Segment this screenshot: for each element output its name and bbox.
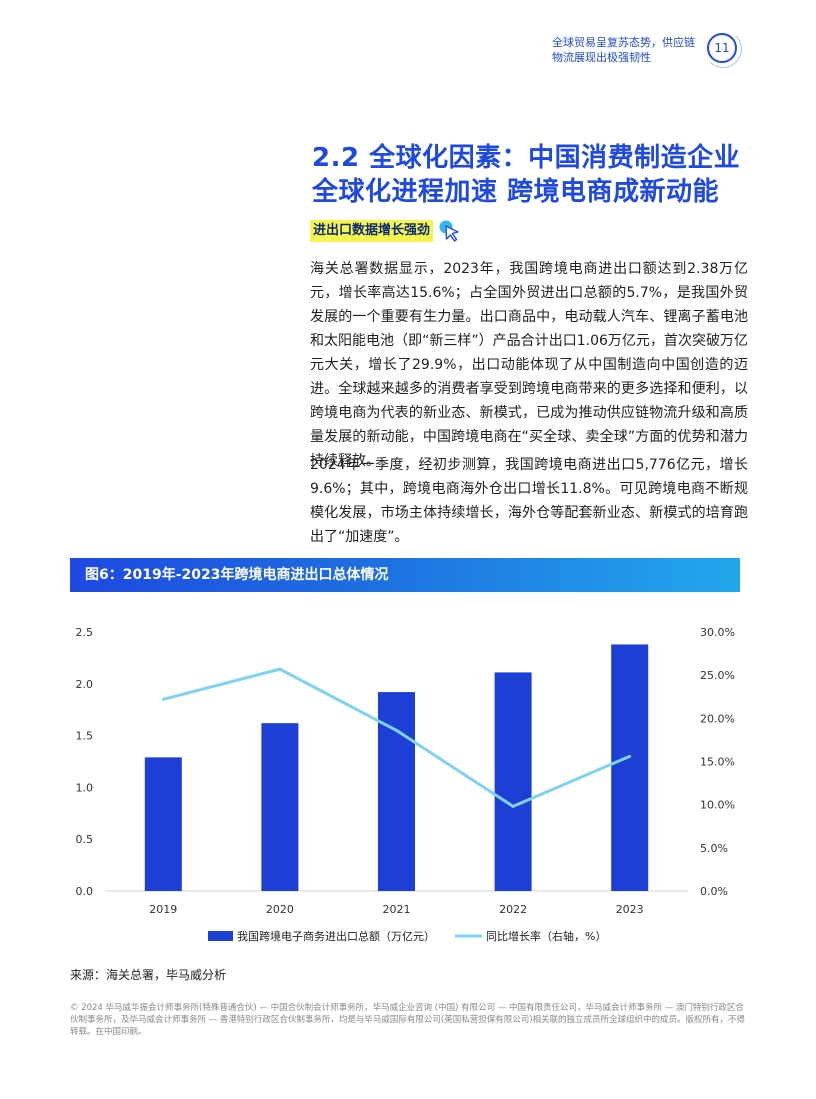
y-right-tick-label: 20.0% (700, 712, 735, 725)
y-right-tick-label: 0.0% (700, 885, 728, 898)
running-header: 全球贸易呈复苏态势，供应链 物流展现出极强韧性 (552, 35, 697, 65)
x-tick-label: 2021 (383, 903, 411, 916)
figure-title: 图6：2019年-2023年跨境电商进出口总体情况 (85, 567, 389, 583)
bar (611, 644, 649, 891)
body-paragraph-2: 2024年一季度，经初步测算，我国跨境电商进出口5,776亿元，增长9.6%；其… (310, 457, 748, 545)
cursor-click-icon (439, 220, 459, 242)
running-header-line1: 全球贸易呈复苏态势，供应链 (552, 36, 695, 49)
highlight-tag: 进出口数据增长强劲 (310, 220, 434, 242)
growth-rate-point (395, 728, 398, 732)
y-right-tick-label: 5.0% (700, 842, 728, 855)
y-left-tick-label: 1.0 (76, 781, 94, 794)
x-tick-label: 2020 (266, 903, 294, 916)
y-right-tick-label: 10.0% (700, 799, 735, 812)
y-left-tick-label: 1.5 (76, 730, 94, 743)
y-right-tick-label: 15.0% (700, 756, 735, 769)
y-left-tick-label: 0.0 (76, 885, 94, 898)
running-header-line2: 物流展现出极强韧性 (552, 51, 651, 64)
figure-title-banner: 图6：2019年-2023年跨境电商进出口总体情况 (70, 558, 740, 592)
legend-line-label: 同比增长率（右轴，%） (486, 929, 606, 943)
body-paragraph-1: 海关总署数据显示，2023年，我国跨境电商进出口额达到2.38万亿元，增长率高达… (310, 261, 748, 469)
y-right-tick-label: 30.0% (700, 626, 735, 639)
legend-bar-label: 我国跨境电子商务进出口总额（万亿元） (237, 929, 435, 943)
source-note: 来源：海关总署，毕马威分析 (70, 968, 227, 982)
growth-rate-point (278, 667, 282, 671)
y-right-tick-label: 25.0% (700, 669, 735, 682)
growth-rate-point (161, 697, 165, 701)
y-left-tick-label: 2.0 (76, 678, 94, 691)
x-tick-label: 2019 (149, 903, 177, 916)
section-title: 2.2 全球化因素：中国消费制造企业 全球化进程加速 跨境电商成新动能 (312, 141, 782, 209)
copyright-footer: © 2024 毕马威华振会计师事务所(特殊普通合伙) — 中国合伙制会计师事务所… (70, 1003, 746, 1037)
bar (144, 757, 182, 891)
y-left-tick-label: 0.5 (76, 833, 94, 846)
x-tick-label: 2022 (499, 903, 527, 916)
section-title-line1: 2.2 全球化因素：中国消费制造企业 (312, 143, 741, 173)
page-number: 11 (704, 30, 742, 68)
bar (494, 672, 532, 891)
y-left-tick-label: 2.5 (76, 626, 94, 639)
x-tick-label: 2023 (616, 903, 644, 916)
growth-rate-point (628, 754, 632, 758)
section-title-line2: 全球化进程加速 跨境电商成新动能 (312, 177, 720, 207)
growth-rate-point (511, 804, 515, 808)
bar (261, 723, 299, 891)
legend-bar-swatch (208, 931, 233, 941)
